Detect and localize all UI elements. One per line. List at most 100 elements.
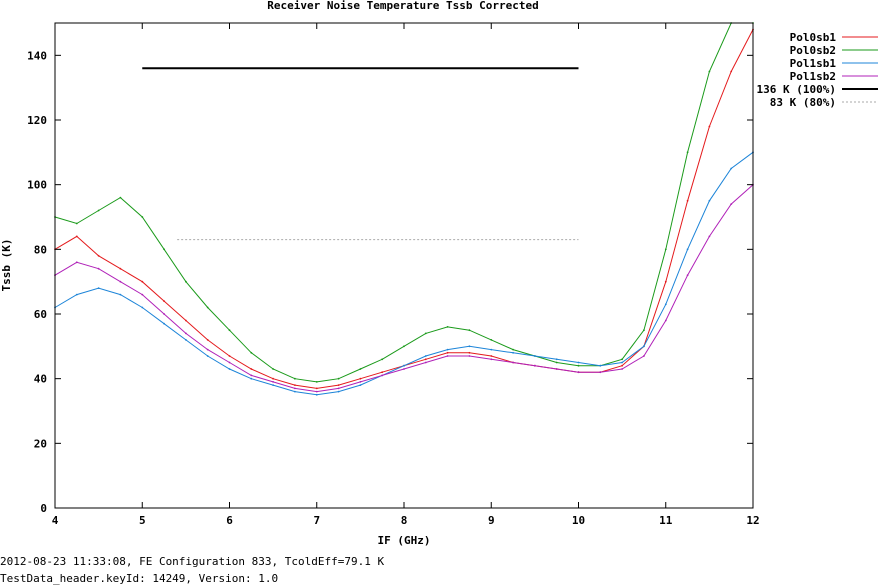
- data-point-pol1sb1: [141, 306, 144, 309]
- data-point-pol0sb1: [119, 267, 122, 270]
- x-tick-label: 10: [572, 514, 585, 527]
- data-point-pol1sb2: [446, 355, 449, 357]
- data-point-pol1sb2: [206, 348, 209, 351]
- data-point-pol0sb2: [75, 222, 78, 225]
- series-layer: [54, 22, 754, 396]
- data-point-pol0sb2: [141, 216, 144, 218]
- data-point-pol1sb2: [337, 387, 340, 390]
- data-point-pol1sb2: [97, 267, 100, 270]
- legend-label-pol0sb2: Pol0sb2: [790, 44, 836, 57]
- data-point-pol1sb1: [555, 358, 558, 361]
- data-point-pol0sb1: [708, 125, 711, 128]
- x-tick-label: 7: [313, 514, 320, 527]
- data-point-pol1sb2: [403, 368, 405, 370]
- data-point-pol1sb2: [730, 203, 733, 206]
- data-point-pol0sb1: [621, 364, 623, 367]
- data-point-pol1sb1: [664, 303, 667, 306]
- data-point-pol0sb2: [446, 326, 449, 328]
- data-point-pol1sb2: [75, 261, 78, 264]
- y-tick-label: 100: [27, 179, 47, 192]
- data-point-pol1sb2: [599, 371, 602, 374]
- data-point-pol1sb1: [75, 293, 78, 296]
- data-point-pol1sb2: [163, 313, 166, 315]
- data-point-pol0sb2: [381, 358, 384, 361]
- data-point-pol0sb1: [315, 387, 318, 390]
- data-point-pol0sb2: [424, 332, 427, 335]
- data-point-pol0sb2: [163, 248, 166, 251]
- data-point-pol1sb2: [315, 390, 318, 393]
- data-point-pol0sb2: [250, 351, 253, 354]
- data-point-pol1sb2: [185, 332, 187, 335]
- legend-label-pol1sb1: Pol1sb1: [790, 57, 837, 70]
- data-point-pol1sb1: [337, 390, 340, 393]
- data-point-pol1sb1: [359, 384, 362, 386]
- data-point-pol1sb1: [294, 390, 296, 393]
- data-point-pol1sb2: [490, 358, 493, 361]
- data-point-pol1sb1: [185, 339, 187, 341]
- data-point-pol1sb1: [599, 364, 602, 367]
- legend-label-136-k-100: 136 K (100%): [757, 83, 836, 96]
- data-point-pol1sb2: [294, 387, 296, 390]
- data-point-pol0sb2: [97, 209, 100, 212]
- legend-label-pol0sb1: Pol0sb1: [790, 31, 837, 44]
- data-point-pol0sb2: [228, 329, 231, 332]
- data-point-pol1sb1: [163, 322, 166, 325]
- x-tick-label: 11: [659, 514, 673, 527]
- y-tick-label: 60: [34, 308, 47, 321]
- x-tick-label: 8: [401, 514, 408, 527]
- data-point-pol0sb2: [686, 151, 689, 154]
- x-tick-label: 5: [139, 514, 146, 527]
- data-point-pol1sb2: [424, 361, 427, 364]
- data-point-pol0sb2: [512, 348, 514, 351]
- data-point-pol1sb1: [643, 345, 645, 348]
- data-point-pol1sb1: [468, 345, 471, 348]
- series-line-pol0sb1: [54, 29, 754, 389]
- data-point-pol1sb1: [730, 167, 733, 170]
- data-point-pol0sb2: [664, 248, 667, 251]
- data-point-pol1sb2: [141, 293, 144, 296]
- data-point-pol0sb2: [294, 377, 296, 380]
- data-point-pol1sb1: [119, 293, 122, 296]
- data-point-pol0sb2: [337, 377, 340, 380]
- x-tick-label: 4: [52, 514, 59, 527]
- data-point-pol1sb2: [621, 368, 623, 370]
- y-tick-label: 120: [27, 114, 47, 127]
- data-point-pol0sb2: [359, 368, 362, 370]
- footer-line-1: 2012-08-23 11:33:08, FE Configuration 83…: [0, 555, 385, 568]
- data-point-pol0sb2: [468, 329, 471, 332]
- series-line-pol1sb2: [54, 184, 754, 393]
- data-point-pol1sb1: [315, 393, 318, 396]
- data-point-pol1sb1: [206, 355, 209, 357]
- data-point-pol0sb1: [424, 358, 427, 361]
- data-point-pol1sb2: [359, 381, 362, 383]
- legend-label-pol1sb2: Pol1sb2: [790, 70, 836, 83]
- data-point-pol0sb1: [272, 377, 274, 380]
- data-point-pol0sb1: [97, 254, 100, 257]
- chart-title: Receiver Noise Temperature Tssb Correcte…: [267, 0, 539, 12]
- data-point-pol0sb1: [730, 70, 733, 73]
- data-point-pol1sb2: [577, 371, 580, 374]
- data-point-pol1sb2: [686, 274, 689, 277]
- data-point-pol1sb2: [664, 319, 667, 322]
- data-point-pol1sb1: [403, 364, 405, 367]
- data-point-pol0sb2: [643, 329, 645, 332]
- data-point-pol0sb1: [250, 368, 253, 370]
- data-point-pol0sb1: [359, 377, 362, 380]
- data-point-pol0sb2: [577, 364, 580, 367]
- y-tick-label: 40: [34, 373, 47, 386]
- data-point-pol0sb1: [206, 339, 209, 341]
- data-point-pol0sb1: [141, 280, 144, 283]
- data-point-pol0sb2: [119, 196, 122, 199]
- series-line-pol0sb2: [54, 22, 753, 383]
- data-point-pol1sb2: [708, 235, 711, 238]
- data-point-pol1sb2: [119, 280, 122, 283]
- data-point-pol0sb2: [490, 339, 493, 341]
- data-point-pol1sb2: [381, 374, 384, 377]
- data-point-pol1sb1: [686, 248, 689, 251]
- data-point-pol1sb2: [512, 361, 514, 364]
- data-point-pol0sb2: [206, 306, 209, 309]
- data-point-pol1sb1: [577, 361, 580, 364]
